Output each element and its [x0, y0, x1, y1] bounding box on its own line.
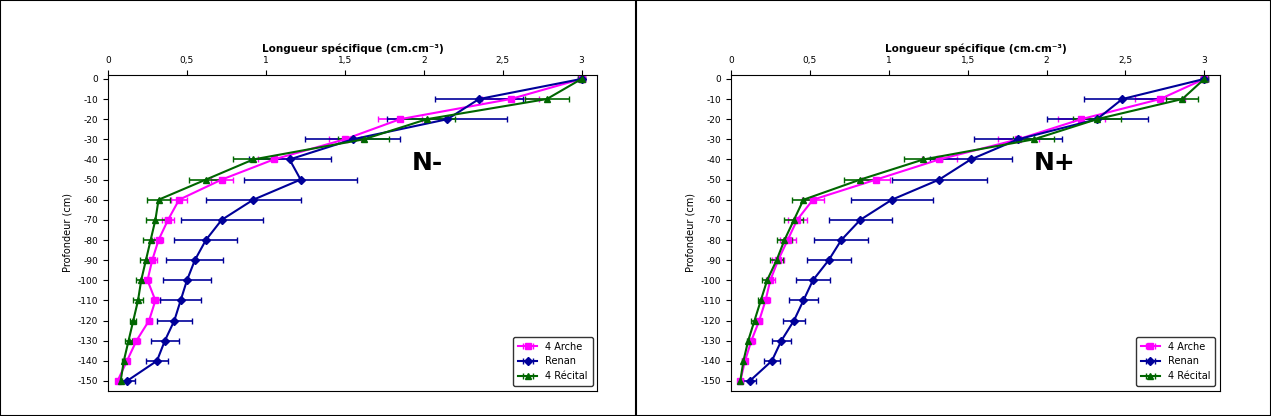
Legend: 4 Arche, Renan, 4 Récital: 4 Arche, Renan, 4 Récital — [1136, 337, 1215, 386]
Y-axis label: Profondeur (cm): Profondeur (cm) — [62, 193, 72, 272]
X-axis label: Longueur spécifique (cm.cm⁻³): Longueur spécifique (cm.cm⁻³) — [262, 44, 444, 54]
Y-axis label: Profondeur (cm): Profondeur (cm) — [685, 193, 695, 272]
X-axis label: Longueur spécifique (cm.cm⁻³): Longueur spécifique (cm.cm⁻³) — [885, 44, 1066, 54]
Legend: 4 Arche, Renan, 4 Récital: 4 Arche, Renan, 4 Récital — [513, 337, 592, 386]
Text: N+: N+ — [1035, 151, 1077, 175]
Text: N-: N- — [412, 151, 442, 175]
